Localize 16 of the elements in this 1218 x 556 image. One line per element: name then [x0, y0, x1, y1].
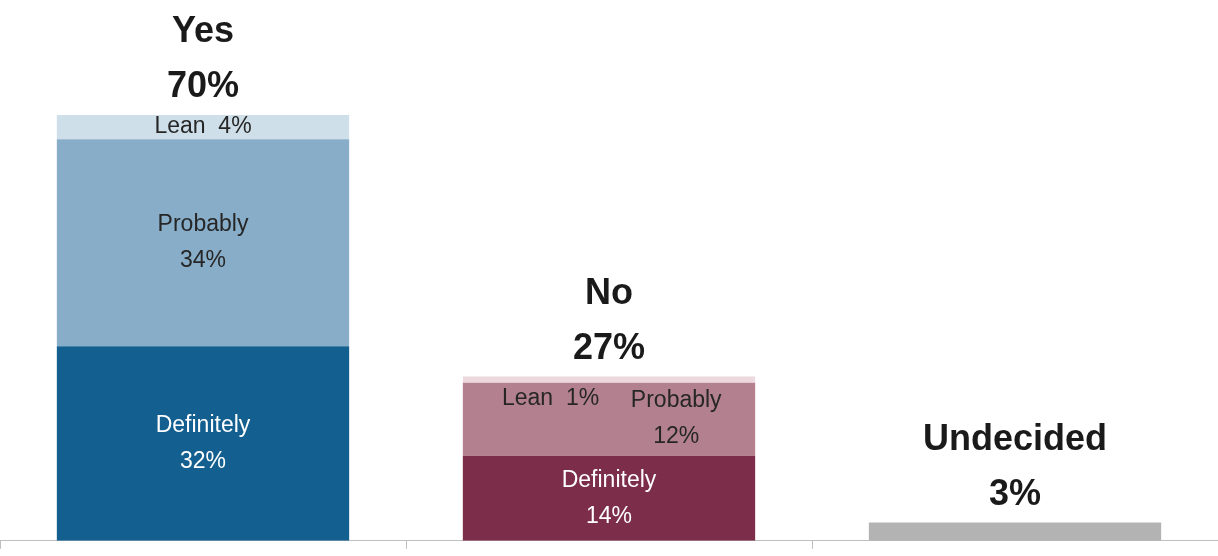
data-label: Probably 34%: [157, 210, 249, 273]
bar: [462, 376, 756, 383]
bar: [56, 346, 350, 541]
data-label: Definitely 32%: [155, 410, 251, 473]
bar: [56, 139, 350, 347]
bar: [868, 522, 1162, 541]
bar: [462, 382, 756, 456]
total-label: No 27%: [572, 270, 646, 367]
bar: [56, 114, 350, 140]
data-label: Probably 12%: [630, 386, 723, 449]
data-label: Definitely 14%: [561, 465, 657, 528]
data-label: Lean 1%: [501, 383, 600, 410]
total-label: Undecided 3%: [922, 416, 1108, 513]
bar: [462, 455, 756, 541]
total-label: Yes 70%: [166, 8, 240, 105]
data-label: Lean 4%: [154, 112, 252, 139]
